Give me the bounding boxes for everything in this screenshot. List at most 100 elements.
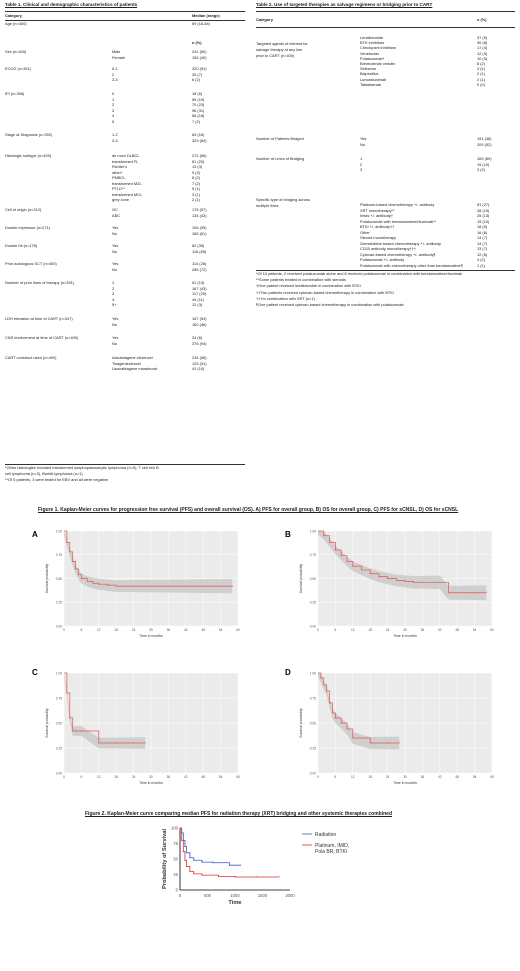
table1-row-label: Female bbox=[112, 54, 125, 60]
censor-mark: + bbox=[193, 858, 195, 862]
censor-mark: + bbox=[186, 865, 188, 869]
km-plot-figure2: 0 500 1000 1500 2000 0 25 50 75 100 Time Probabilit… bbox=[162, 825, 295, 906]
y-tick-label: 50 bbox=[173, 856, 178, 861]
table2-row-value: 17 (4) bbox=[477, 45, 488, 51]
table1-footnote: cell lymphoma (n=3), Burkitt lymphoma (n… bbox=[5, 471, 83, 476]
divider bbox=[256, 27, 515, 28]
x-tick-label: 48 bbox=[455, 775, 459, 779]
table2-row-value: 37 (9) bbox=[477, 35, 488, 40]
survival-curve bbox=[180, 827, 279, 878]
x-tick-label: 24 bbox=[386, 628, 390, 632]
agents-label: Targeted agents of interest for bbox=[256, 41, 308, 46]
y-tick-label: 0.50 bbox=[310, 721, 316, 725]
censor-mark: + bbox=[352, 736, 354, 740]
panel-letter-b: B bbox=[285, 530, 291, 539]
y-tick-label: 0.25 bbox=[310, 746, 316, 750]
censor-mark: + bbox=[185, 584, 187, 588]
table2-row-value: 191 (48) bbox=[477, 136, 492, 141]
censor-mark: + bbox=[340, 554, 342, 558]
figure2-chart: 0 500 1000 1500 2000 0 25 50 75 100 Time Probabilit… bbox=[162, 825, 349, 906]
y-tick-label: 75 bbox=[173, 841, 178, 846]
table2-row-value: 1 (1) bbox=[477, 262, 485, 268]
censor-mark: + bbox=[278, 875, 280, 879]
x-tick-label: 30 bbox=[403, 775, 407, 779]
table1-group-label: Number of prior lines of therapy (n=391) bbox=[5, 280, 75, 285]
table1-row-value: 44 (11) bbox=[192, 296, 205, 302]
table2-row-value: 14 (7) bbox=[477, 235, 488, 240]
figure2-legend: Radiation Platinum, IMID, Pola BR, BTKi bbox=[302, 832, 349, 855]
figure1-panels: A B C D 0 6 12 18 24 30 36 42 48 54 600.000.250.50… bbox=[32, 529, 494, 785]
table1-row-label: No bbox=[112, 248, 117, 254]
divider bbox=[5, 11, 245, 12]
km-plot-c: 0 6 12 18 24 30 36 42 48 54 60 0.00 0.25 0.50 0.75 1.00… bbox=[45, 671, 240, 785]
table1-row-value: 329 (84) bbox=[192, 137, 207, 143]
table1-row-label: No bbox=[112, 230, 117, 236]
km-plot-a: 0 6 12 18 24 30 36 42 48 54 60 0.00 0.25 0.50 0.75 1.00… bbox=[45, 529, 240, 638]
table2-row-label: 3 bbox=[360, 167, 363, 173]
censor-mark: + bbox=[201, 860, 203, 864]
table1-group-label: CART construct used (n=400) bbox=[5, 355, 57, 360]
table2-row-label: BTKi +/- antibody†† bbox=[360, 224, 395, 229]
x-tick-label: 42 bbox=[438, 628, 442, 632]
censor-mark: + bbox=[66, 541, 68, 545]
survival-curve bbox=[318, 672, 400, 744]
table2-row-value: 25 (13) bbox=[477, 213, 490, 218]
x-axis-label: Time in months bbox=[393, 781, 417, 785]
legend-other: Pola BR, BTKi bbox=[315, 849, 347, 855]
table1-row-value: 96 (31) bbox=[192, 107, 205, 113]
x-tick-label: 54 bbox=[219, 628, 223, 632]
x-axis-label: Time in months bbox=[139, 781, 163, 785]
censor-mark: + bbox=[474, 591, 476, 595]
table1-row-label: PTLD** bbox=[112, 186, 125, 192]
table2-row-value: 12 (3) bbox=[477, 50, 488, 56]
table1-row-label: No bbox=[112, 266, 117, 272]
censor-mark: + bbox=[387, 577, 389, 581]
x-tick-label: 60 bbox=[490, 628, 494, 632]
table1-group-label: ECOG (n=351) bbox=[5, 66, 32, 71]
censor-mark: + bbox=[167, 584, 169, 588]
table1-row-value: 7 (2) bbox=[192, 118, 200, 124]
x-tick-label: 42 bbox=[438, 775, 442, 779]
confidence-band bbox=[64, 673, 146, 749]
table2-row-label: Tafasitamab bbox=[360, 81, 381, 87]
table2-row-label: 1 bbox=[360, 156, 363, 161]
table1-group-label: LDH elevation at time of CART (n=347) bbox=[5, 316, 73, 321]
table1-row-value: 13 (3) bbox=[192, 164, 203, 170]
table1-row-value: 7 (2) bbox=[192, 180, 200, 186]
table1-footnote: *Other histologies included transformed … bbox=[5, 465, 159, 470]
censor-mark: + bbox=[184, 845, 186, 849]
bridged-label: Number of Patients Bridged bbox=[256, 136, 304, 141]
table2-row-value: 12 (6) bbox=[477, 251, 488, 257]
x-tick-label: 36 bbox=[167, 628, 171, 632]
table1-group-label: Double hit (n=178) bbox=[5, 243, 38, 248]
survival-curve bbox=[64, 530, 233, 587]
table1-row-label: 0-1 bbox=[112, 66, 118, 71]
table1-row-value: 6 (2) bbox=[192, 77, 200, 83]
censor-mark: + bbox=[75, 729, 77, 733]
x-axis-label: Time in months bbox=[139, 634, 163, 638]
table1-row-value: 62 (35) bbox=[192, 243, 205, 248]
table1-row-label: Richter's bbox=[112, 164, 128, 170]
censor-mark: + bbox=[352, 564, 354, 568]
x-tick-label: 0 bbox=[63, 775, 65, 779]
survival-curve bbox=[64, 672, 146, 744]
censor-mark: + bbox=[66, 691, 68, 695]
table1-row-label: 1-2 bbox=[112, 132, 118, 137]
table1-row-value: 9 (3) bbox=[192, 169, 200, 175]
x-tick-label: 2000 bbox=[285, 893, 295, 898]
table1-row-label: 5 bbox=[112, 118, 115, 124]
table1-row-value: 167 (43) bbox=[192, 285, 207, 291]
censor-mark: + bbox=[234, 875, 236, 879]
y-tick-label: 0.75 bbox=[56, 696, 62, 700]
table2-row-value: 209 (52) bbox=[477, 141, 492, 147]
censor-mark: + bbox=[80, 577, 82, 581]
x-tick-label: 500 bbox=[204, 893, 212, 898]
x-tick-label: 42 bbox=[184, 775, 188, 779]
table1-row-label: 3 bbox=[112, 107, 115, 113]
legend-radiation: Radiation bbox=[315, 832, 336, 838]
table1-row-value: 234 (58) bbox=[192, 355, 207, 360]
table1-col-category: Category bbox=[5, 13, 22, 18]
y-axis-label: Survival probability bbox=[45, 708, 49, 738]
y-tick-label: 0.50 bbox=[56, 577, 62, 581]
x-tick-label: 0 bbox=[317, 775, 319, 779]
